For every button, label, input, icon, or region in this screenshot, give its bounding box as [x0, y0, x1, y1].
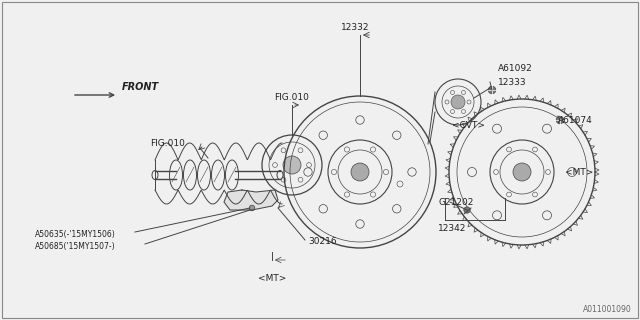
- Text: 12342: 12342: [438, 224, 466, 233]
- Circle shape: [351, 163, 369, 181]
- Text: <MT>: <MT>: [565, 167, 593, 177]
- Text: A61092: A61092: [498, 63, 532, 73]
- Text: 12332: 12332: [340, 23, 369, 32]
- Circle shape: [556, 116, 564, 124]
- Circle shape: [464, 207, 470, 213]
- Polygon shape: [224, 190, 278, 210]
- Circle shape: [451, 95, 465, 109]
- Circle shape: [513, 163, 531, 181]
- Text: 12333: 12333: [498, 77, 527, 86]
- Circle shape: [488, 86, 496, 94]
- Text: <MT>: <MT>: [258, 274, 286, 283]
- Text: FIG.010: FIG.010: [275, 93, 309, 102]
- Text: 30216: 30216: [308, 237, 337, 246]
- Text: <CVT>: <CVT>: [452, 121, 485, 130]
- Text: A50635(-'15MY1506): A50635(-'15MY1506): [35, 229, 116, 238]
- Text: FRONT: FRONT: [122, 82, 159, 92]
- Circle shape: [249, 205, 255, 211]
- Text: A61074: A61074: [558, 116, 593, 124]
- Text: A011001090: A011001090: [583, 305, 632, 314]
- Text: A50685('15MY1507-): A50685('15MY1507-): [35, 242, 116, 251]
- Text: FIG.010: FIG.010: [150, 139, 186, 148]
- Circle shape: [283, 156, 301, 174]
- Text: G21202: G21202: [438, 197, 474, 206]
